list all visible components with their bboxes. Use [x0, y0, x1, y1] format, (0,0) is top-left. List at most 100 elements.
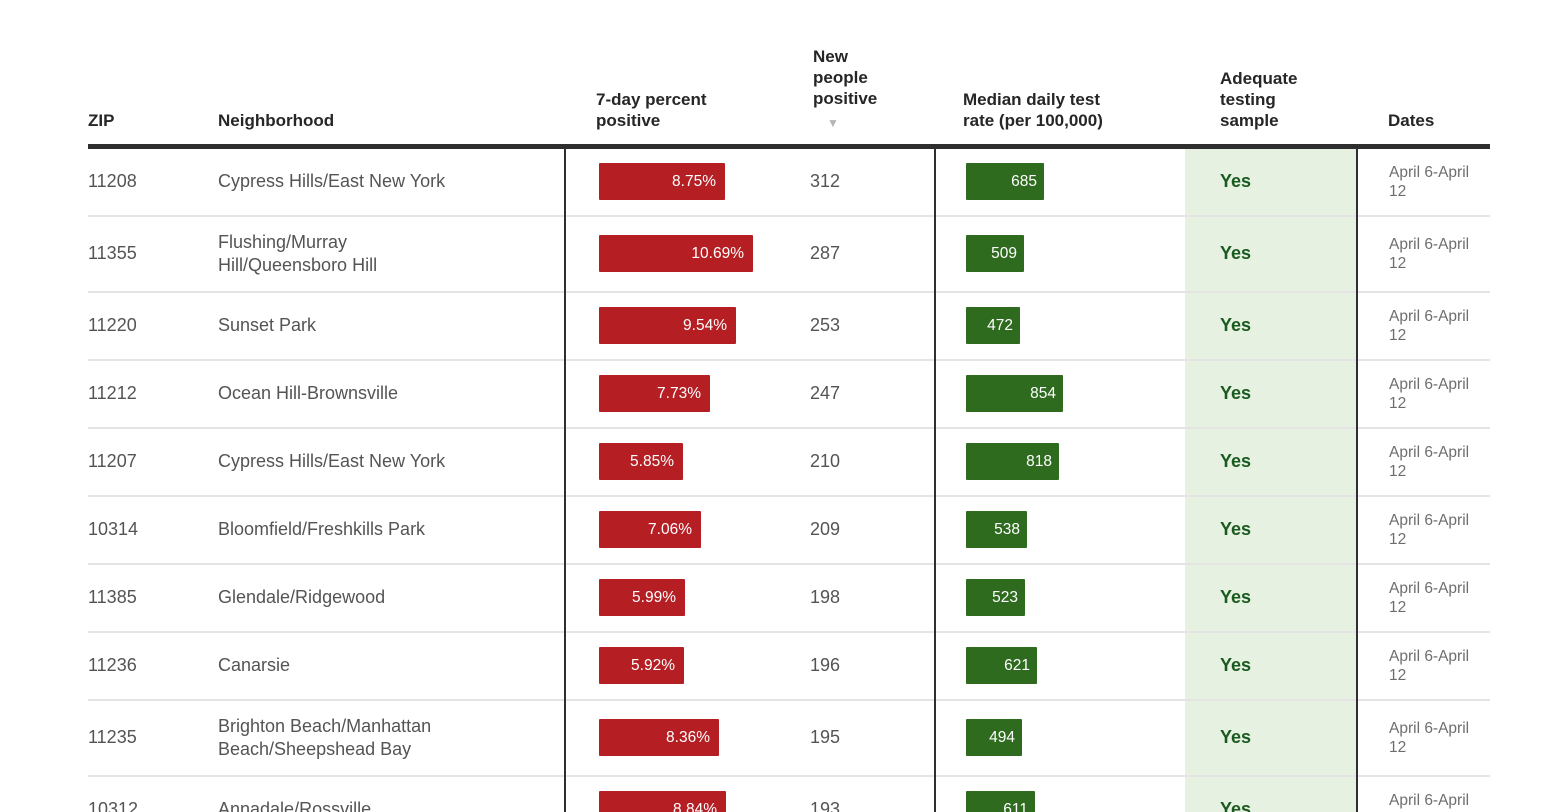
test-rate-bar: 854	[966, 375, 1063, 412]
pct-positive-cell: 7.06%	[564, 494, 790, 564]
neighborhood-label: Bloomfield/Freshkills Park	[218, 519, 426, 539]
test-rate-bar: 494	[966, 719, 1022, 756]
neighborhood-cell: Bloomfield/Freshkills Park	[218, 494, 565, 564]
neighborhood-label: Brighton Beach/Manhattan Beach/Sheepshea…	[218, 715, 432, 759]
neighborhood-cell: Brighton Beach/Manhattan Beach/Sheepshea…	[218, 698, 565, 776]
new-positive-cell: 209	[790, 494, 935, 564]
adequate-sample-cell: Yes	[1185, 494, 1357, 564]
dates-cell: April 6-April 12	[1356, 630, 1490, 700]
new-positive-cell: 196	[790, 630, 935, 700]
column-header-adequate-sample[interactable]: Adequate testing sample	[1185, 0, 1357, 149]
test-rate-cell: 621	[934, 630, 1185, 700]
pct-positive-cell: 8.75%	[564, 146, 790, 216]
column-header-test-rate[interactable]: Median daily test rate (per 100,000)	[935, 0, 1185, 149]
sort-descending-icon[interactable]: ▼	[827, 115, 839, 130]
pct-positive-cell: 5.85%	[564, 426, 790, 496]
dates-cell: April 6-April 12	[1356, 494, 1490, 564]
new-positive-cell: 195	[790, 698, 935, 776]
dates-cell: April 6-April 12	[1356, 146, 1490, 216]
table-row: 11236 Canarsie 5.92% 196 621 Yes April 6-April…	[88, 630, 1490, 700]
pct-positive-bar: 5.85%	[599, 443, 683, 480]
pct-positive-cell: 10.69%	[564, 214, 790, 292]
adequate-sample-cell: Yes	[1185, 426, 1357, 496]
test-rate-bar: 472	[966, 307, 1020, 344]
test-rate-bar: 523	[966, 579, 1025, 616]
table-row: 11208 Cypress Hills/East New York 8.75% 312…	[88, 146, 1490, 216]
column-header-pct-positive[interactable]: 7-day percent positive	[565, 0, 790, 149]
zip-cell: 11207	[88, 426, 218, 496]
test-rate-cell: 509	[934, 214, 1185, 292]
table-row: 11220 Sunset Park 9.54% 253 472 Yes April 6-Ap…	[88, 290, 1490, 360]
dates-cell: April 6-April 12	[1356, 774, 1490, 812]
dates-label: April 6-April 12	[1389, 719, 1470, 756]
test-rate-cell: 538	[934, 494, 1185, 564]
dates-label: April 6-April 12	[1389, 579, 1470, 616]
neighborhood-cell: Canarsie	[218, 630, 565, 700]
pct-positive-bar: 5.99%	[599, 579, 685, 616]
test-rate-bar: 538	[966, 511, 1027, 548]
dates-cell: April 6-April 12	[1356, 426, 1490, 496]
column-header-label: Neighborhood	[218, 110, 335, 130]
column-header-neighborhood[interactable]: Neighborhood	[218, 0, 565, 149]
dates-cell: April 6-April 12	[1356, 698, 1490, 776]
dates-label: April 6-April 12	[1389, 307, 1470, 344]
column-header-label: Median daily test rate (per 100,000)	[963, 89, 1103, 130]
adequate-sample-cell: Yes	[1185, 290, 1357, 360]
adequate-sample-cell: Yes	[1185, 774, 1357, 812]
pct-positive-bar: 8.75%	[599, 163, 725, 200]
pct-positive-bar: 9.54%	[599, 307, 736, 344]
adequate-sample-cell: Yes	[1185, 630, 1357, 700]
neighborhood-cell: Cypress Hills/East New York	[218, 426, 565, 496]
adequate-sample-cell: Yes	[1185, 698, 1357, 776]
dates-label: April 6-April 12	[1389, 443, 1470, 480]
neighborhood-label: Glendale/Ridgewood	[218, 587, 386, 607]
zip-cell: 11235	[88, 698, 218, 776]
column-header-label: ZIP	[88, 110, 115, 130]
neighborhood-cell: Glendale/Ridgewood	[218, 562, 565, 632]
zip-cell: 11208	[88, 171, 137, 191]
pct-positive-bar: 5.92%	[599, 647, 684, 684]
table-row: 10312 Annadale/Rossville 8.84% 193 611 Yes Apr…	[88, 774, 1490, 812]
adequate-sample-cell: Yes	[1185, 214, 1357, 292]
new-positive-cell: 193	[790, 774, 935, 812]
neighborhood-label: Cypress Hills/East New York	[218, 451, 446, 471]
new-positive-cell: 287	[790, 214, 935, 292]
pct-positive-cell: 7.73%	[564, 358, 790, 428]
column-header-label: New people positive	[813, 46, 878, 108]
zip-cell: 10314	[88, 494, 218, 564]
neighborhood-cell: Sunset Park	[218, 290, 565, 360]
dates-label: April 6-April 12	[1389, 791, 1470, 812]
dates-label: April 6-April 12	[1389, 235, 1470, 272]
zip-cell: 11355	[88, 214, 218, 292]
neighborhood-label: Flushing/Murray Hill/Queensboro Hill	[218, 231, 378, 275]
pct-positive-bar: 7.73%	[599, 375, 710, 412]
pct-positive-bar: 7.06%	[599, 511, 701, 548]
neighborhood-cell: Cypress Hills/East New York	[218, 146, 565, 216]
column-header-label: 7-day percent positive	[596, 89, 707, 130]
test-rate-cell: 685	[934, 146, 1185, 216]
zip-cell: 11220	[88, 290, 218, 360]
dates-cell: April 6-April 12	[1356, 290, 1490, 360]
column-header-new-positive[interactable]: New people positive ▼	[790, 0, 935, 149]
new-positive-cell: 253	[790, 290, 935, 360]
new-positive-cell: 198	[790, 562, 935, 632]
test-rate-bar: 685	[966, 163, 1044, 200]
dates-label: April 6-April 12	[1389, 511, 1470, 548]
table-row: 11355 Flushing/Murray Hill/Queensboro Hil…	[88, 214, 1490, 292]
dates-label: April 6-April 12	[1389, 647, 1470, 684]
pct-positive-bar: 10.69%	[599, 235, 753, 272]
pct-positive-cell: 5.99%	[564, 562, 790, 632]
test-rate-cell: 611	[934, 774, 1185, 812]
column-header-label: Adequate testing sample	[1220, 68, 1298, 130]
test-rate-bar: 621	[966, 647, 1037, 684]
zip-cell: 10312	[88, 774, 218, 812]
test-rate-bar: 818	[966, 443, 1059, 480]
column-header-dates[interactable]: Dates	[1357, 0, 1490, 149]
adequate-sample-cell: Yes	[1185, 146, 1357, 216]
table-body: 11208 Cypress Hills/East New York 8.75% 312…	[88, 146, 1490, 812]
neighborhood-label: Ocean Hill-Brownsville	[218, 383, 399, 403]
column-header-zip[interactable]: ZIP	[88, 0, 218, 149]
dates-label: April 6-April 12	[1389, 375, 1470, 412]
test-rate-bar: 611	[966, 791, 1035, 812]
